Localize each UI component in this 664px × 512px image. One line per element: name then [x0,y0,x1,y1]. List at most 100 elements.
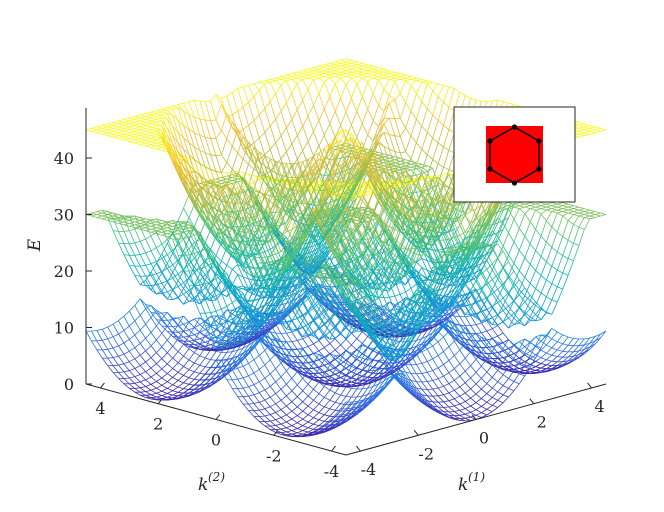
mesh-line [264,406,271,410]
mesh-line [508,390,515,398]
mesh-line [502,378,509,386]
mesh-line [491,328,499,337]
mesh-line [188,359,195,364]
mesh-line [335,392,341,396]
mesh-line [275,412,282,418]
mesh-line [302,414,309,420]
mesh-line [529,336,536,344]
mesh-line [313,423,320,426]
mesh-line [351,338,358,346]
mesh-line [134,382,141,389]
mesh-line [432,345,439,356]
mesh-line [286,427,292,431]
mesh-line [85,330,92,341]
mesh-line [259,350,266,356]
mesh-line [318,365,325,368]
mesh-line [297,422,303,426]
mesh-line [172,391,179,396]
mesh-line [302,421,309,426]
mesh-line [167,388,173,392]
mesh-line [535,361,542,364]
mesh-line [307,354,314,362]
mesh-line [318,406,325,413]
mesh-line [194,371,200,374]
mesh-line [199,329,206,333]
mesh-line [519,366,525,369]
mesh-line [540,349,547,354]
mesh-line [150,392,157,396]
mesh-line [129,376,135,379]
mesh-line [145,317,152,325]
mesh-line [269,393,276,398]
mesh-line [166,317,174,327]
mesh-line [362,387,368,390]
mesh-line [188,371,195,378]
mesh-line [264,350,271,361]
mesh-line [486,346,493,348]
mesh-line [443,394,450,401]
mesh-line [562,334,569,338]
mesh-line [497,394,504,401]
mesh-line [334,394,341,403]
mesh-line [492,407,498,412]
mesh-line [372,388,379,393]
mesh-line [432,358,439,369]
mesh-line [486,411,493,416]
mesh-line [459,363,466,372]
mesh-line [221,359,227,361]
mesh-line [167,339,173,347]
mesh-line [340,386,347,396]
mesh-line [313,389,320,395]
mesh-line [470,377,477,385]
mesh-line [242,375,249,379]
mesh-line [448,346,455,356]
mesh-line [167,393,173,396]
mesh-line [307,414,314,419]
mesh-line [183,315,190,323]
mesh-line [134,376,141,383]
mesh-line [123,325,130,331]
mesh-line [438,394,444,397]
mesh-line [454,386,461,391]
mesh-line [91,330,98,342]
mesh-line [529,341,536,347]
mesh-line [464,377,471,384]
mesh-line [557,331,563,336]
mesh-line [280,431,287,433]
mesh-line [258,401,266,410]
mesh-line [188,329,195,336]
mesh-line [497,325,504,334]
mesh-line [454,411,461,416]
mesh-line [275,428,282,431]
mesh-line [329,379,336,382]
mesh-line [481,412,487,416]
mesh-line [437,375,444,380]
mesh-line [524,338,531,343]
mesh-line [291,401,298,408]
mesh-line [329,399,336,403]
mesh-line [508,345,515,349]
mesh-line [318,428,325,433]
mesh-line [551,356,558,362]
mesh-line [145,379,152,385]
mesh-line [340,415,347,418]
mesh-line [367,394,374,403]
mesh-line [275,423,282,426]
mesh-line [318,340,325,348]
mesh-line [156,387,162,392]
mesh-line [475,378,482,385]
mesh-line [362,375,368,378]
mesh-line [167,377,173,383]
mesh-line [232,340,238,342]
mesh-line [345,371,352,376]
mesh-line [432,367,439,371]
mesh-line [491,381,499,389]
mesh-line [139,361,146,366]
mesh-line [399,297,406,303]
mesh-line [502,362,509,367]
mesh-line [156,325,163,334]
mesh-line [199,357,206,366]
mesh-line [150,339,157,347]
mesh-line [161,312,168,314]
mesh-line [167,363,173,369]
